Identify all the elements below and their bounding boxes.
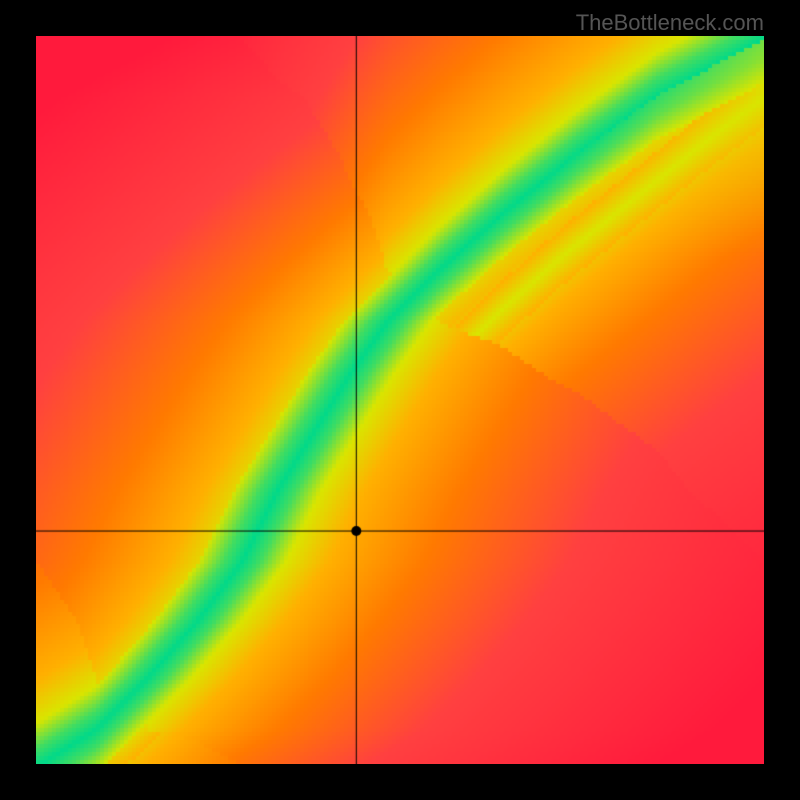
chart-container: TheBottleneck.com: [0, 0, 800, 800]
attribution-text: TheBottleneck.com: [576, 10, 764, 36]
bottleneck-heatmap: [36, 36, 764, 764]
